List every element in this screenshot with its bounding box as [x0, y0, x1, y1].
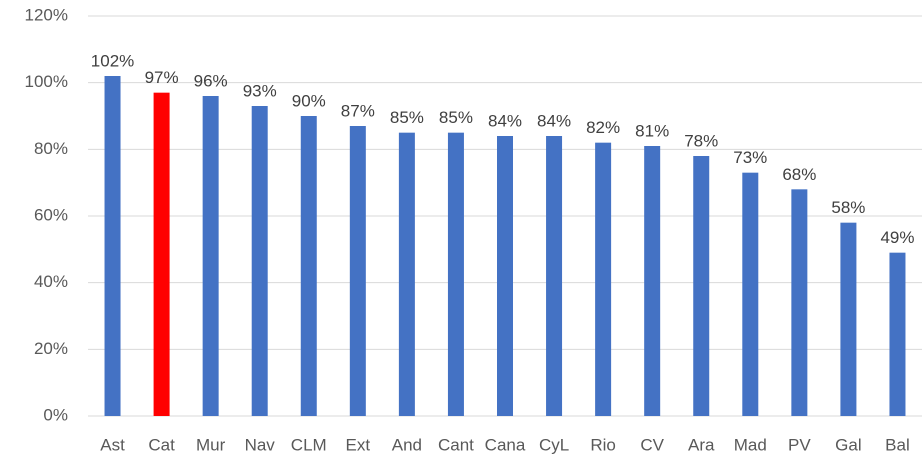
x-tick-label: Gal: [835, 435, 861, 454]
x-tick-label: Nav: [245, 435, 276, 454]
value-label: 49%: [880, 228, 914, 247]
y-tick-label: 0%: [43, 405, 68, 424]
bar: [595, 142, 612, 416]
y-tick-label: 40%: [34, 272, 68, 291]
y-tick-label: 60%: [34, 205, 68, 224]
x-tick-label: Ext: [346, 435, 371, 454]
value-label: 73%: [733, 148, 767, 167]
bar: [791, 189, 808, 416]
value-label: 87%: [341, 101, 375, 120]
bar: [104, 76, 121, 416]
value-label: 82%: [586, 118, 620, 137]
x-tick-label: And: [392, 435, 422, 454]
bar: [742, 172, 759, 416]
value-label: 84%: [488, 111, 522, 130]
bar: [644, 146, 661, 416]
value-label: 81%: [635, 121, 669, 140]
x-tick-label: Ara: [688, 435, 715, 454]
bar: [447, 132, 464, 416]
value-label: 85%: [439, 108, 473, 127]
x-tick-label: Mad: [734, 435, 767, 454]
value-label: 97%: [145, 68, 179, 87]
bar: [300, 116, 317, 416]
x-tick-label: CV: [640, 435, 664, 454]
value-label: 90%: [292, 91, 326, 110]
x-tick-label: CyL: [539, 435, 569, 454]
bar: [889, 252, 906, 416]
bar: [349, 126, 366, 416]
value-label: 85%: [390, 108, 424, 127]
value-label: 58%: [831, 198, 865, 217]
value-label: 78%: [684, 131, 718, 150]
x-tick-label: Mur: [196, 435, 226, 454]
bar: [497, 136, 513, 416]
x-tick-label: Bal: [885, 435, 910, 454]
value-label: 102%: [91, 51, 134, 70]
value-label: 84%: [537, 111, 571, 130]
y-tick-label: 20%: [34, 339, 68, 358]
bar: [153, 92, 170, 417]
y-tick-label: 80%: [34, 139, 68, 158]
x-tick-label: Cat: [148, 435, 175, 454]
bar: [202, 96, 219, 416]
y-tick-label: 120%: [25, 5, 68, 24]
x-tick-label: PV: [788, 435, 811, 454]
bar: [840, 222, 857, 416]
x-tick-label: Cant: [438, 435, 474, 454]
value-label: 96%: [194, 71, 228, 90]
value-label: 93%: [243, 81, 277, 100]
x-tick-label: CLM: [291, 435, 327, 454]
x-tick-label: Ast: [100, 435, 125, 454]
bar: [398, 132, 415, 416]
value-label: 68%: [782, 165, 816, 184]
bar: [546, 136, 563, 416]
x-tick-label: Cana: [485, 435, 526, 454]
bar: [693, 156, 710, 416]
bar: [251, 106, 268, 416]
x-tick-label: Rio: [590, 435, 616, 454]
y-tick-label: 100%: [25, 72, 68, 91]
